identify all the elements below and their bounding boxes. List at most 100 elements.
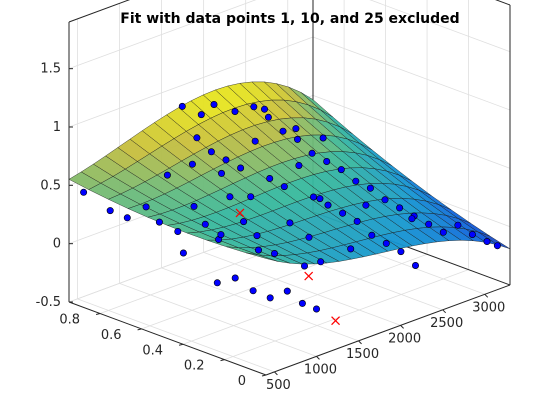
data-point [337, 166, 345, 174]
data-point [155, 218, 163, 226]
y-tick-label: 0.2 [184, 359, 205, 374]
data-point [80, 188, 88, 196]
excluded-marker-stroke [235, 208, 245, 218]
grid-line [224, 269, 469, 361]
data-point [353, 217, 361, 225]
data-point [197, 111, 205, 119]
data-point [250, 103, 258, 111]
data-point [312, 305, 320, 313]
x-tick-label: 2500 [430, 316, 463, 331]
data-point [178, 102, 186, 110]
surface-patch [477, 231, 511, 249]
points-layer [80, 101, 501, 326]
data-point [408, 215, 416, 223]
grid-line [77, 298, 275, 373]
data-point [264, 113, 272, 121]
data-point [286, 219, 294, 227]
data-point [339, 209, 347, 217]
data-point [323, 158, 331, 166]
grid-line [203, 251, 401, 326]
x-tick-label: 1000 [304, 362, 337, 377]
data-point [283, 287, 291, 295]
x-tick-label: 2000 [388, 331, 421, 346]
data-point [218, 169, 226, 177]
axis-box-edge [68, 301, 267, 376]
y-tick-mark [220, 359, 225, 362]
data-point [266, 294, 274, 302]
data-point [298, 299, 306, 307]
data-point [251, 137, 259, 145]
y-tick-label: 0.6 [101, 328, 122, 343]
x-tick-mark [358, 340, 362, 345]
data-point [293, 135, 301, 143]
data-point [247, 193, 255, 201]
data-point [280, 183, 288, 191]
grid-line [312, 36, 511, 111]
x-tick-label: 500 [266, 378, 291, 393]
data-point [253, 232, 261, 240]
grid-line [68, 36, 314, 128]
excluded-marker-stroke [331, 316, 340, 326]
z-tick-label: 0.5 [40, 178, 61, 193]
x-tick-label: 1500 [346, 347, 379, 362]
data-point [231, 274, 239, 282]
x-tick-mark [484, 293, 489, 298]
data-point [163, 171, 171, 179]
excluded-point-marker [235, 208, 245, 218]
z-tick-label: -0.5 [36, 295, 61, 310]
excluded-marker-stroke [304, 271, 314, 281]
axis-box-edge [68, 0, 131, 23]
z-tick-label: 1 [53, 120, 61, 135]
data-point [425, 220, 433, 228]
data-point [382, 239, 390, 247]
data-point [362, 201, 370, 209]
excluded-point-marker [331, 316, 340, 326]
data-point [397, 248, 405, 256]
x-tick-mark [400, 324, 404, 329]
y-tick-mark [95, 313, 101, 316]
data-point [324, 201, 332, 209]
data-point [226, 193, 234, 201]
data-point [193, 134, 201, 142]
data-point [190, 202, 198, 210]
data-point [210, 101, 218, 109]
data-point [188, 160, 196, 168]
data-point [316, 195, 324, 203]
data-point [231, 108, 239, 116]
data-point [309, 193, 317, 201]
y-tick-mark [261, 374, 267, 377]
grid-line [161, 267, 359, 342]
data-point [279, 127, 287, 135]
data-point [396, 204, 404, 212]
x-tick-label: 3000 [472, 300, 505, 315]
y-tick-mark [137, 328, 142, 331]
surface-layer [68, 81, 511, 265]
z-tick-label: 1.5 [40, 62, 61, 77]
data-point [106, 207, 114, 215]
data-point [255, 246, 263, 254]
data-point [179, 249, 187, 257]
data-point [174, 228, 182, 236]
data-point [266, 175, 274, 183]
chart-title: Fit with data points 1, 10, and 25 exclu… [120, 11, 459, 27]
data-point [295, 162, 303, 170]
data-point [222, 156, 230, 164]
z-tick-label: 0 [53, 237, 61, 252]
data-point [260, 105, 268, 113]
data-point [366, 184, 374, 192]
grid-line [68, 0, 257, 70]
data-point [439, 228, 447, 236]
data-point [319, 134, 327, 142]
data-point [305, 233, 313, 241]
y-tick-mark [178, 343, 184, 346]
data-point [270, 250, 278, 258]
data-point [493, 242, 501, 250]
data-point [454, 221, 462, 229]
grid-line [182, 253, 428, 345]
data-point [207, 148, 215, 156]
data-point [237, 164, 245, 172]
data-point [368, 231, 376, 239]
grid-line [369, 0, 511, 53]
data-point [352, 177, 360, 185]
data-point [213, 279, 221, 287]
